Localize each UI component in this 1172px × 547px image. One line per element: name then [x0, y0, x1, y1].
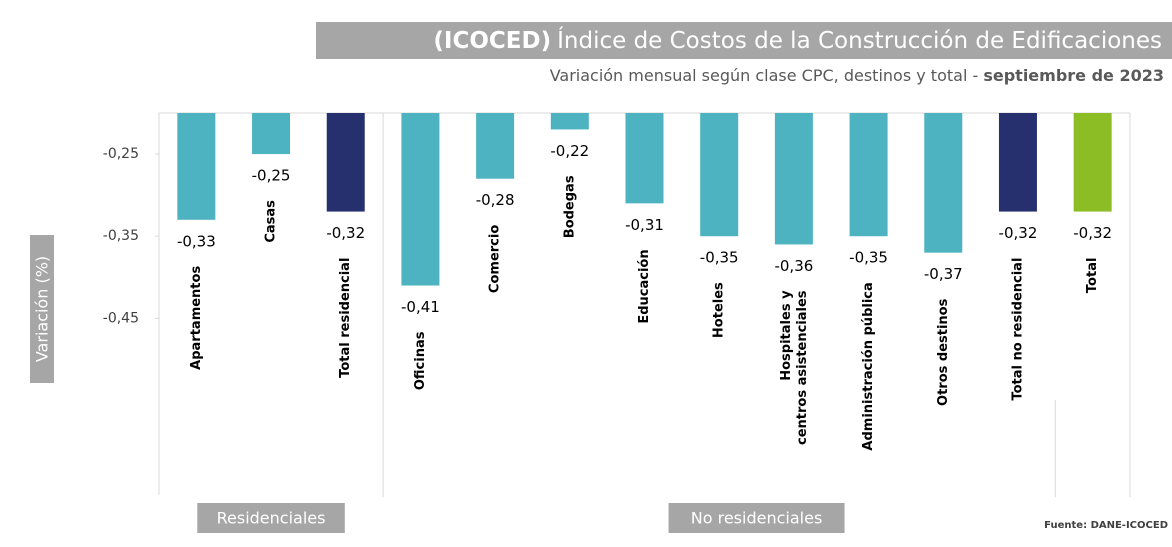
bar	[252, 113, 291, 155]
subtitle: Variación mensual según clase CPC, desti…	[550, 66, 1164, 85]
x-tick-label: Comercio	[488, 225, 503, 293]
x-tick-label: Total residencial	[338, 258, 353, 378]
label-line: Hospitales y	[778, 290, 793, 381]
value-label: -0,28	[476, 191, 515, 209]
value-label: -0,32	[1073, 224, 1112, 242]
y-tick-label: -0,35	[103, 228, 139, 244]
value-label: -0,32	[326, 224, 365, 242]
label-line: centros asistenciales	[794, 290, 809, 445]
bar	[849, 113, 888, 237]
value-label: -0,41	[401, 298, 440, 316]
x-tick-label: Administración pública	[861, 282, 876, 450]
value-label: -0,22	[550, 142, 589, 160]
value-label: -0,36	[774, 257, 813, 275]
group-label: No residenciales	[691, 509, 823, 528]
value-label: -0,31	[625, 216, 664, 234]
x-tick-label: Apartamentos	[189, 266, 204, 370]
value-label: -0,37	[924, 265, 963, 283]
bar	[550, 113, 589, 130]
bar	[625, 113, 664, 204]
bar	[774, 113, 813, 245]
x-tick-label: Hoteles	[712, 282, 727, 338]
value-label: -0,35	[700, 249, 739, 267]
subtitle-text: Variación mensual según clase CPC, desti…	[550, 66, 984, 85]
title-text: Índice de Costos de la Construcción de E…	[557, 26, 1162, 54]
group-box	[197, 503, 345, 533]
bar	[998, 113, 1037, 212]
bar	[1073, 113, 1112, 212]
x-tick-label: Oficinas	[413, 331, 428, 390]
x-tick-label: Hospitales ycentros asistenciales	[778, 290, 809, 445]
y-tick-label: -0,45	[103, 310, 139, 326]
x-tick-label: Bodegas	[562, 175, 577, 238]
x-tick-label: Casas	[264, 200, 279, 243]
bar	[326, 113, 365, 212]
x-tick-label: Total no residencial	[1010, 258, 1025, 401]
group-label: Residenciales	[217, 509, 326, 528]
value-label: -0,33	[177, 232, 216, 250]
x-tick-label: Educación	[637, 249, 652, 323]
bar	[924, 113, 963, 253]
title-box	[316, 22, 1172, 59]
x-tick-label: Total	[1085, 258, 1100, 294]
bar	[177, 113, 216, 220]
y-tick-label: -0,25	[103, 146, 139, 162]
chart-title: (ICOCED) Índice de Costos de la Construcc…	[433, 26, 1162, 54]
subtitle-bold: septiembre de 2023	[983, 66, 1164, 85]
title-bold: (ICOCED)	[433, 28, 551, 54]
bar	[401, 113, 440, 286]
y-axis-label: Variación (%)	[33, 256, 52, 362]
y-label-box	[30, 235, 54, 383]
bar	[700, 113, 739, 237]
value-label: -0,32	[999, 224, 1038, 242]
value-label: -0,25	[252, 167, 291, 185]
source: Fuente: DANE-ICOCED	[1044, 520, 1168, 531]
value-label: -0,35	[849, 249, 888, 267]
bar	[476, 113, 515, 179]
x-tick-label: Otros destinos	[936, 298, 951, 406]
group-box	[668, 503, 845, 533]
